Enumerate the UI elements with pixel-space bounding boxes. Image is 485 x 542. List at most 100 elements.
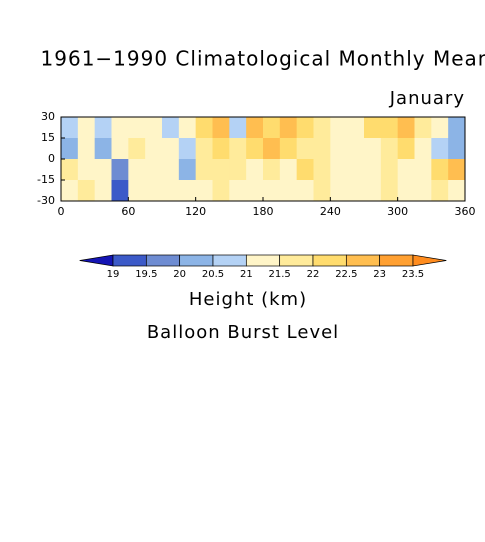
grid-cell	[111, 138, 129, 160]
grid-cell	[61, 159, 79, 181]
colorbar-box	[279, 254, 314, 267]
grid-cell	[229, 138, 247, 160]
grid-cell	[77, 159, 96, 181]
grid-cell	[448, 180, 466, 202]
grid-cell	[279, 180, 298, 202]
grid-cell	[246, 159, 264, 181]
grid-cell	[162, 138, 180, 160]
colorbar-box	[212, 254, 247, 267]
x-tick-label: 300	[387, 205, 408, 218]
grid-cell	[77, 138, 96, 160]
grid-cell	[111, 117, 129, 139]
grid-cell	[128, 138, 146, 160]
colorbar-tick-label: 21.5	[269, 269, 291, 280]
grid-cell	[431, 117, 449, 139]
colorbar-box	[145, 254, 181, 267]
grid-cell	[145, 138, 163, 160]
grid-cell	[397, 138, 415, 160]
chart-title: 1961−1990 Climatological Monthly Mean	[41, 47, 485, 71]
grid-cell	[431, 159, 449, 181]
grid-cell	[229, 159, 247, 181]
grid-cell	[162, 180, 180, 202]
grid-cell	[296, 138, 314, 160]
grid-cell	[397, 117, 415, 139]
colorbar-tick-label: 23.5	[402, 269, 424, 280]
grid-cell	[330, 180, 348, 202]
colorbar-tick-label: 23	[373, 269, 386, 280]
grid-cell	[296, 159, 314, 181]
grid-cell	[263, 180, 281, 202]
grid-cell	[414, 117, 432, 139]
grid-cell	[380, 180, 399, 202]
grid-cell	[296, 117, 314, 139]
grid-cell	[448, 138, 466, 160]
grid-cell	[246, 117, 264, 139]
colorbar-over	[412, 254, 447, 267]
colorbar-tick-label: 19.5	[135, 269, 157, 280]
colorbar-box	[245, 254, 281, 267]
grid-cell	[212, 117, 230, 139]
y-tick-label: 15	[41, 131, 55, 144]
y-tick-label: -15	[37, 173, 55, 186]
y-tick-label: -30	[37, 194, 55, 207]
grid-cell	[364, 180, 382, 202]
grid-cell	[229, 180, 247, 202]
x-tick-label: 60	[121, 205, 135, 218]
grid-cell	[448, 159, 466, 181]
grid-cell	[229, 117, 247, 139]
grid-cell	[347, 117, 365, 139]
grid-cell	[195, 138, 213, 160]
grid-cell	[178, 138, 197, 160]
colorbar-tick-label: 22	[307, 269, 320, 280]
colorbar-box	[112, 254, 147, 267]
grid-cell	[330, 117, 348, 139]
grid-cell	[313, 180, 331, 202]
grid-cell	[178, 180, 197, 202]
grid-cell	[347, 180, 365, 202]
grid-cell	[313, 117, 331, 139]
grid-cell	[94, 180, 112, 202]
grid-cell	[380, 138, 399, 160]
chart-subtitle: January	[389, 88, 465, 109]
grid-cell	[380, 159, 399, 181]
grid-cell	[178, 159, 197, 181]
grid-cell	[212, 180, 230, 202]
grid-cell	[128, 117, 146, 139]
x-tick-label: 240	[320, 205, 341, 218]
colorbar-tick-label: 20	[173, 269, 186, 280]
colorbar-under	[79, 254, 114, 267]
grid-cell	[263, 117, 281, 139]
grid-cell	[195, 159, 213, 181]
grid-cell	[330, 138, 348, 160]
grid-cell	[111, 159, 129, 181]
grid-cell	[212, 138, 230, 160]
grid-cell	[414, 180, 432, 202]
x-tick-label: 180	[253, 205, 274, 218]
grid-cell	[431, 180, 449, 202]
grid-cell	[61, 138, 79, 160]
colorbar-tick-label: 20.5	[202, 269, 224, 280]
x-tick-label: 0	[58, 205, 65, 218]
grid-cell	[364, 138, 382, 160]
grid-cell	[61, 117, 79, 139]
grid-cell	[364, 117, 382, 139]
grid-cell	[246, 138, 264, 160]
caption: Balloon Burst Level	[147, 322, 339, 343]
grid-cell	[313, 138, 331, 160]
grid-cell	[162, 159, 180, 181]
grid-cell	[77, 117, 96, 139]
grid-cell	[145, 180, 163, 202]
grid-cell	[330, 159, 348, 181]
grid-cell	[279, 159, 298, 181]
grid-cell	[296, 180, 314, 202]
grid-cell	[347, 159, 365, 181]
colorbar-label: Height (km)	[189, 289, 307, 310]
x-tick-label: 360	[455, 205, 476, 218]
x-tick-label: 120	[185, 205, 206, 218]
grid-cell	[279, 117, 298, 139]
grid-cell	[195, 180, 213, 202]
grid-cell	[77, 180, 96, 202]
grid-cell	[263, 138, 281, 160]
colorbar-box	[312, 254, 347, 267]
